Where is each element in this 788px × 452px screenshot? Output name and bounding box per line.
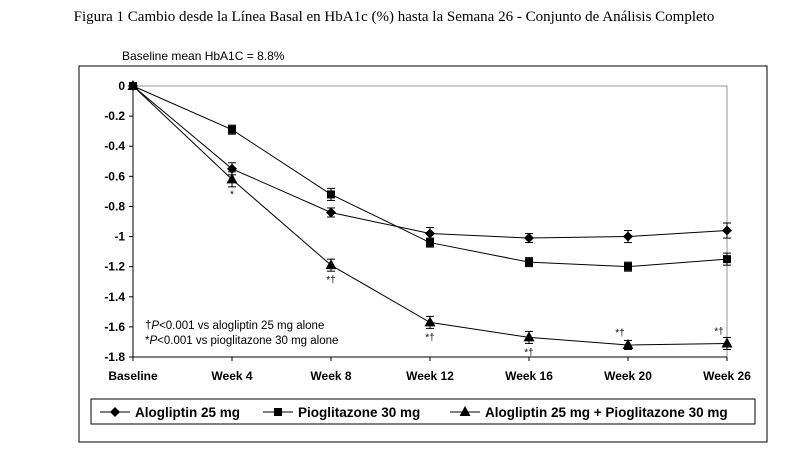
x-tick-label: Week 12: [406, 369, 454, 383]
significance-mark: *†: [615, 328, 624, 339]
y-tick-label: -0.4: [104, 139, 125, 153]
significance-mark: *†: [524, 347, 533, 358]
legend-item: Alogliptin 25 mg + Pioglitazone 30 mg: [450, 405, 728, 420]
legend-label: Alogliptin 25 mg + Pioglitazone 30 mg: [485, 405, 728, 420]
data-point: [624, 262, 632, 271]
legend-marker: [110, 407, 120, 417]
series-line: [132, 85, 728, 239]
x-tick-label: Week 16: [505, 369, 553, 383]
data-point: [425, 228, 435, 239]
legend-item: Alogliptin 25 mg: [100, 405, 240, 420]
legend-label: Pioglitazone 30 mg: [298, 405, 420, 420]
x-tick-label: Baseline: [108, 369, 158, 383]
x-tick-label: Week 26: [703, 369, 751, 383]
data-point: [424, 316, 436, 327]
significance-mark: *†: [326, 275, 335, 286]
chart-subtitle: Baseline mean HbA1C = 8.8%: [122, 49, 285, 63]
legend-marker: [274, 408, 282, 416]
series-1: [128, 81, 732, 244]
data-point: [327, 190, 335, 199]
data-point: [227, 163, 237, 174]
significance-mark: *: [230, 189, 234, 200]
significance-marks: * *† *† *† *† *†: [230, 189, 724, 358]
data-point: [524, 233, 534, 244]
data-point: [525, 258, 533, 267]
y-tick-label: -1: [114, 230, 125, 244]
data-point: [127, 80, 139, 90]
y-tick-label: -1.4: [104, 290, 125, 304]
data-point: [721, 337, 733, 348]
y-tick-label: -0.8: [104, 199, 125, 213]
x-tick-label: Week 8: [310, 369, 351, 383]
y-tick-label: -1.6: [104, 320, 125, 334]
axes: 0 -0.2 -0.4 -0.6 -0.8 -1 -1.2 -1.4 -1.6 -1.8 Basel…: [104, 79, 751, 383]
series-2: [129, 82, 731, 272]
x-tick-label: Week 20: [604, 369, 652, 383]
y-tick-label: -0.6: [104, 169, 125, 183]
data-point: [723, 255, 731, 264]
data-point: [426, 238, 434, 247]
data-point: [228, 125, 236, 134]
legend-marker: [459, 406, 471, 416]
y-tick-label: -1.8: [104, 350, 125, 364]
chart-frame: [78, 65, 768, 443]
annotation-asterisk: *P<0.001 vs pioglitazone 30 mg alone: [145, 335, 338, 347]
data-point: [325, 259, 337, 270]
annotation-dagger: †P<0.001 vs alogliptin 25 mg alone: [145, 320, 324, 332]
figure-title: Figura 1 Cambio desde la Línea Basal en …: [73, 9, 715, 25]
x-tick-label: Week 4: [211, 369, 252, 383]
series-3: [127, 80, 733, 350]
data-point: [722, 225, 732, 236]
data-point: [226, 173, 238, 184]
series-layer: [127, 80, 733, 350]
legend-item: Pioglitazone 30 mg: [263, 405, 420, 420]
y-tick-label: -0.2: [104, 109, 125, 123]
legend: Alogliptin 25 mg Pioglitazone 30 mg Alogli…: [100, 405, 728, 420]
data-point: [326, 207, 336, 218]
legend-box: [90, 398, 756, 425]
y-tick-label: -1.2: [104, 260, 125, 274]
significance-mark: *†: [714, 326, 723, 337]
legend-label: Alogliptin 25 mg: [135, 405, 240, 420]
significance-mark: *†: [425, 332, 434, 343]
y-tick-label: 0: [118, 79, 125, 93]
data-point: [622, 338, 634, 349]
data-point: [623, 231, 633, 242]
data-point: [523, 331, 535, 342]
